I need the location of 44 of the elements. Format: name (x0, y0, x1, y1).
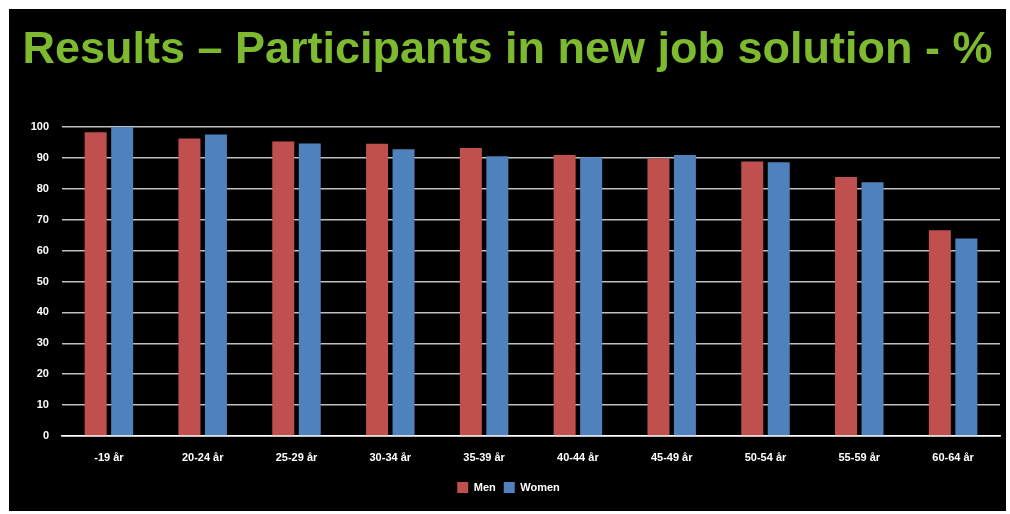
x-tick-label: 20-24 år (181, 450, 225, 463)
bar (486, 156, 509, 436)
bar (204, 134, 227, 436)
y-tick-label: 80 (36, 181, 49, 194)
bar (835, 177, 858, 436)
bar (673, 155, 696, 436)
bar (580, 157, 603, 436)
bar (861, 182, 884, 436)
y-tick-label: 10 (36, 398, 49, 411)
x-tick-label: -19 år (94, 450, 125, 463)
bar (111, 127, 134, 436)
y-tick-label: 20 (36, 367, 49, 380)
y-tick-label: 90 (36, 150, 49, 163)
y-tick-label: 0 (42, 429, 49, 442)
bar (553, 155, 576, 436)
x-tick-label: 30-34 år (369, 450, 412, 463)
bar (298, 143, 321, 436)
x-tick-label: 35-39 år (463, 450, 506, 463)
bar (272, 141, 295, 436)
bar (459, 148, 482, 436)
x-tick-label: 55-59 år (838, 450, 881, 463)
y-tick-label: 40 (36, 305, 49, 318)
bar (741, 161, 764, 436)
x-tick-label: 25-29 år (275, 450, 319, 463)
bar (955, 238, 978, 436)
bar (647, 158, 670, 436)
bar (767, 162, 790, 436)
y-tick-label: 50 (36, 274, 49, 287)
bar (366, 143, 389, 436)
x-tick-label: 50-54 år (744, 450, 788, 463)
bar (392, 149, 415, 436)
chart-title: Results – Participants in new job solution - % (21, 22, 994, 73)
y-tick-label: 60 (36, 243, 49, 256)
bar (84, 132, 107, 436)
x-tick-label: 45-49 år (650, 450, 694, 463)
legend-label: Men (473, 480, 497, 493)
x-tick-label: 40-44 år (557, 450, 600, 463)
x-tick-label: 60-64 år (932, 450, 975, 463)
y-tick-label: 30 (36, 336, 49, 349)
bar (928, 230, 951, 436)
legend-label: Women (520, 480, 561, 493)
bar (178, 138, 201, 436)
y-tick-label: 70 (36, 212, 49, 225)
y-tick-label: 100 (30, 120, 49, 133)
